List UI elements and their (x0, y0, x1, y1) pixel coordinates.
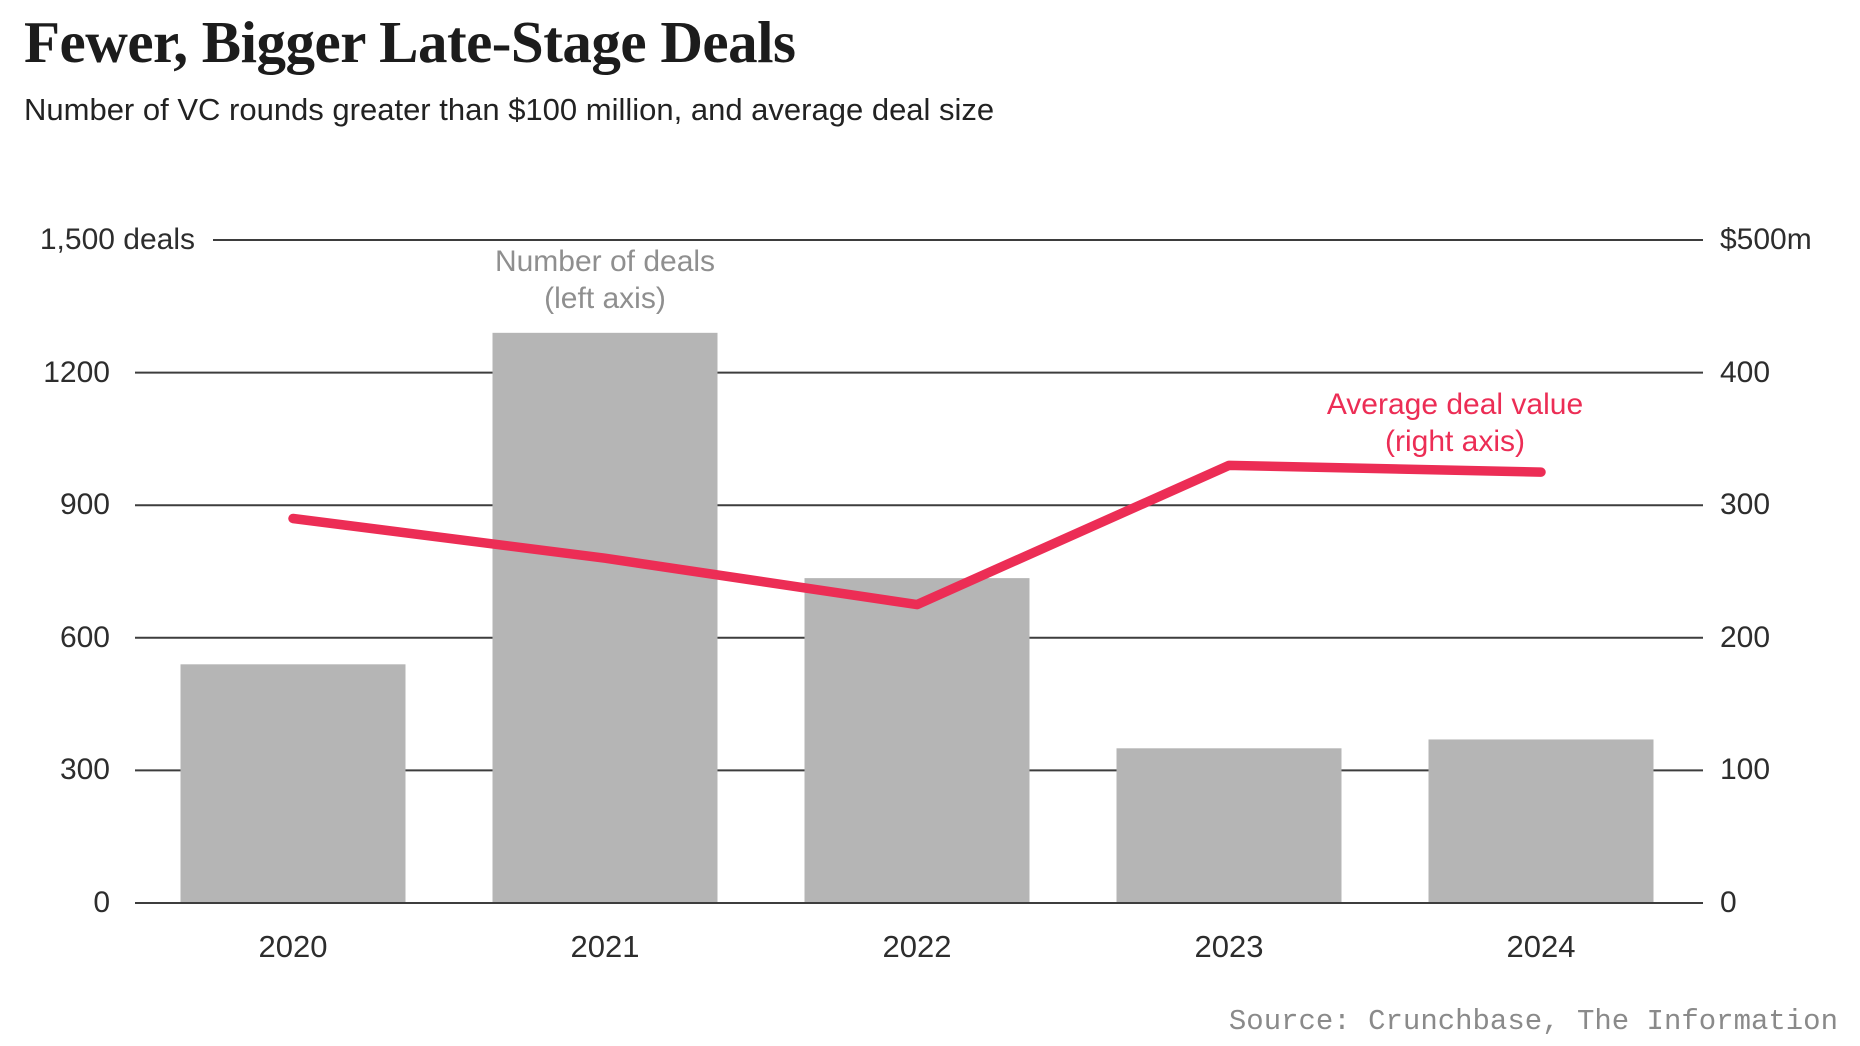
x-axis-label-2020: 2020 (258, 929, 328, 964)
bar-2021 (492, 332, 718, 903)
line-label-line: (right axis) (1384, 425, 1526, 458)
bars-label: Number of deals (left axis) (495, 243, 715, 317)
left-axis-tick-0: 0 (93, 886, 110, 919)
left-axis-tick-1500: 1,500 deals (39, 223, 195, 256)
bars-label-line: Number of deals (494, 245, 716, 278)
line-label-line: Average deal value (1326, 388, 1584, 421)
bar-2020 (180, 664, 406, 903)
bars-label-line: (left axis) (544, 282, 666, 315)
average-deal-value-line (288, 460, 1546, 610)
line-label: Average deal value (right axis) (1327, 386, 1583, 460)
right-axis-tick-0: 0 (1720, 886, 1737, 919)
left-axis-tick-900: 900 (59, 488, 110, 522)
x-axis-label-2022: 2022 (882, 929, 952, 964)
x-axis-label-2023: 2023 (1194, 929, 1264, 964)
left-axis-tick-300: 300 (59, 753, 110, 787)
chart-title: Fewer, Bigger Late-Stage Deals (24, 9, 796, 75)
left-axis-tick-1200: 1200 (43, 355, 110, 389)
right-axis-tick-200: 200 (1720, 620, 1771, 654)
right-axis-tick-400: 400 (1720, 355, 1771, 389)
right-axis-tick-500: $500m (1720, 223, 1812, 256)
chart-subtitle: Number of VC rounds greater than $100 mi… (24, 92, 995, 127)
source-attribution: Source: Crunchbase, The Information (1228, 1005, 1838, 1038)
x-axis-label-2021: 2021 (570, 929, 640, 964)
right-axis-tick-100: 100 (1720, 753, 1771, 787)
right-axis-tick-300: 300 (1720, 488, 1771, 522)
bar-2023 (1116, 748, 1342, 903)
bar-2024 (1428, 739, 1654, 903)
left-axis-tick-600: 600 (59, 620, 110, 654)
bar-2022 (804, 578, 1030, 903)
x-axis-label-2024: 2024 (1506, 929, 1576, 964)
